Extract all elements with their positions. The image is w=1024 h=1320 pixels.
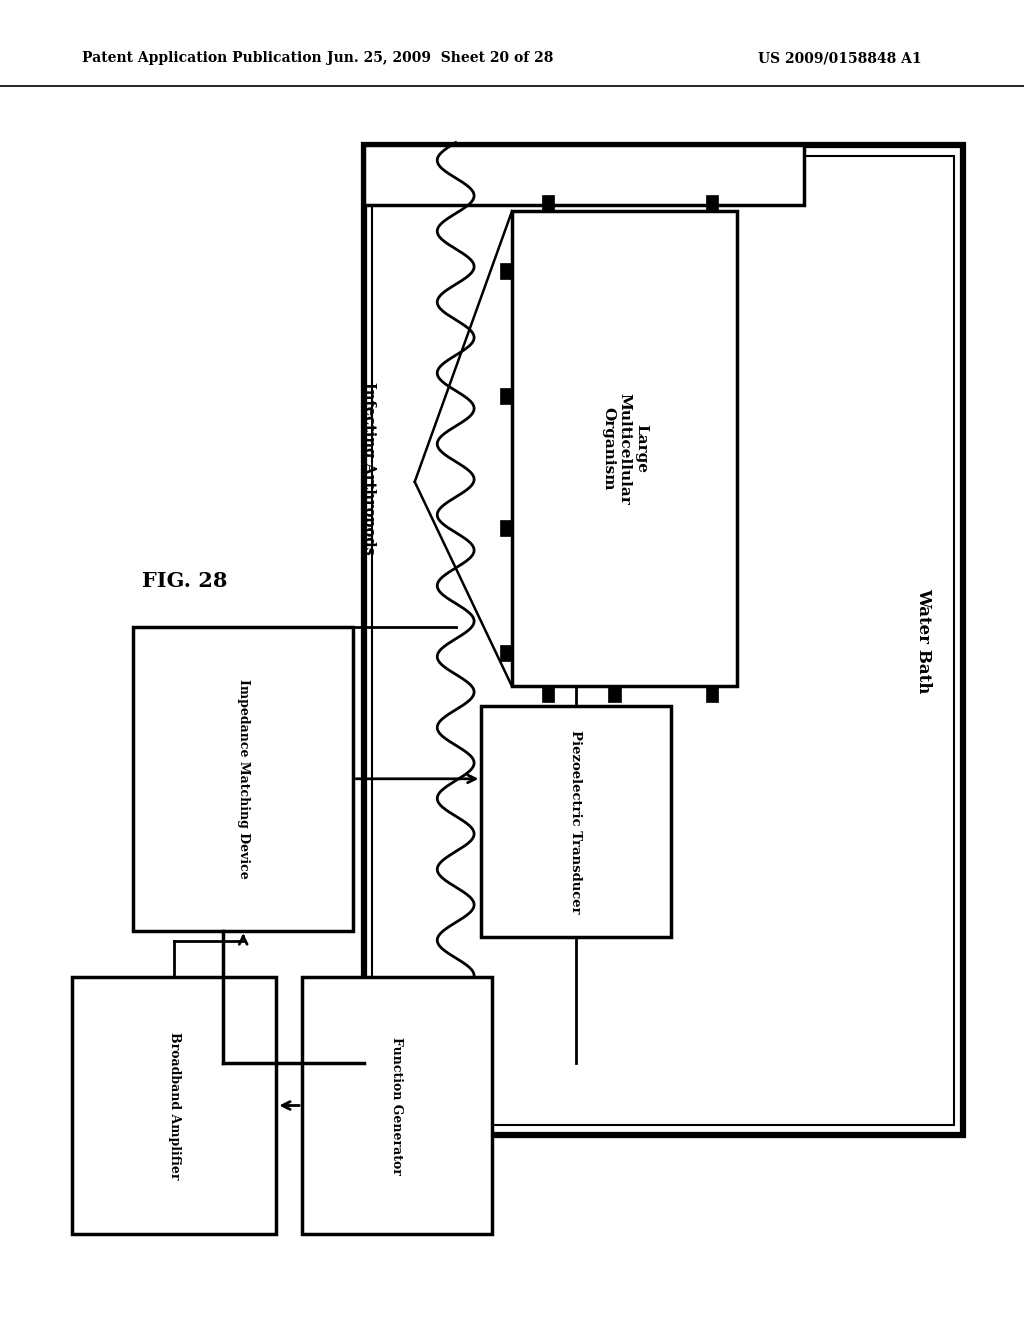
Text: Infecting Arthropods: Infecting Arthropods — [361, 383, 376, 554]
Text: Piezoelectric Transducer: Piezoelectric Transducer — [569, 730, 583, 913]
Bar — [608, 686, 621, 702]
Bar — [500, 388, 512, 404]
Bar — [512, 211, 737, 686]
Text: FIG. 28: FIG. 28 — [141, 570, 227, 591]
Text: Broadband Amplifier: Broadband Amplifier — [168, 1032, 180, 1179]
Bar — [500, 520, 512, 536]
Text: Water Bath: Water Bath — [915, 587, 932, 693]
Bar — [364, 145, 804, 205]
Bar — [133, 627, 353, 931]
Bar — [542, 686, 554, 702]
Text: Impedance Matching Device: Impedance Matching Device — [237, 678, 250, 879]
Bar — [372, 156, 954, 1125]
Bar — [706, 686, 718, 702]
Bar — [500, 645, 512, 661]
Text: Patent Application Publication: Patent Application Publication — [82, 51, 322, 65]
Bar — [302, 977, 492, 1234]
Bar — [364, 145, 963, 1135]
Text: Function Generator: Function Generator — [390, 1036, 403, 1175]
Text: US 2009/0158848 A1: US 2009/0158848 A1 — [758, 51, 922, 65]
Bar — [72, 977, 276, 1234]
Bar — [706, 195, 718, 211]
Text: Large
Multicellular
Organism: Large Multicellular Organism — [601, 393, 648, 504]
Bar — [542, 195, 554, 211]
Bar — [481, 706, 671, 937]
Text: Jun. 25, 2009  Sheet 20 of 28: Jun. 25, 2009 Sheet 20 of 28 — [327, 51, 554, 65]
Bar — [500, 263, 512, 279]
